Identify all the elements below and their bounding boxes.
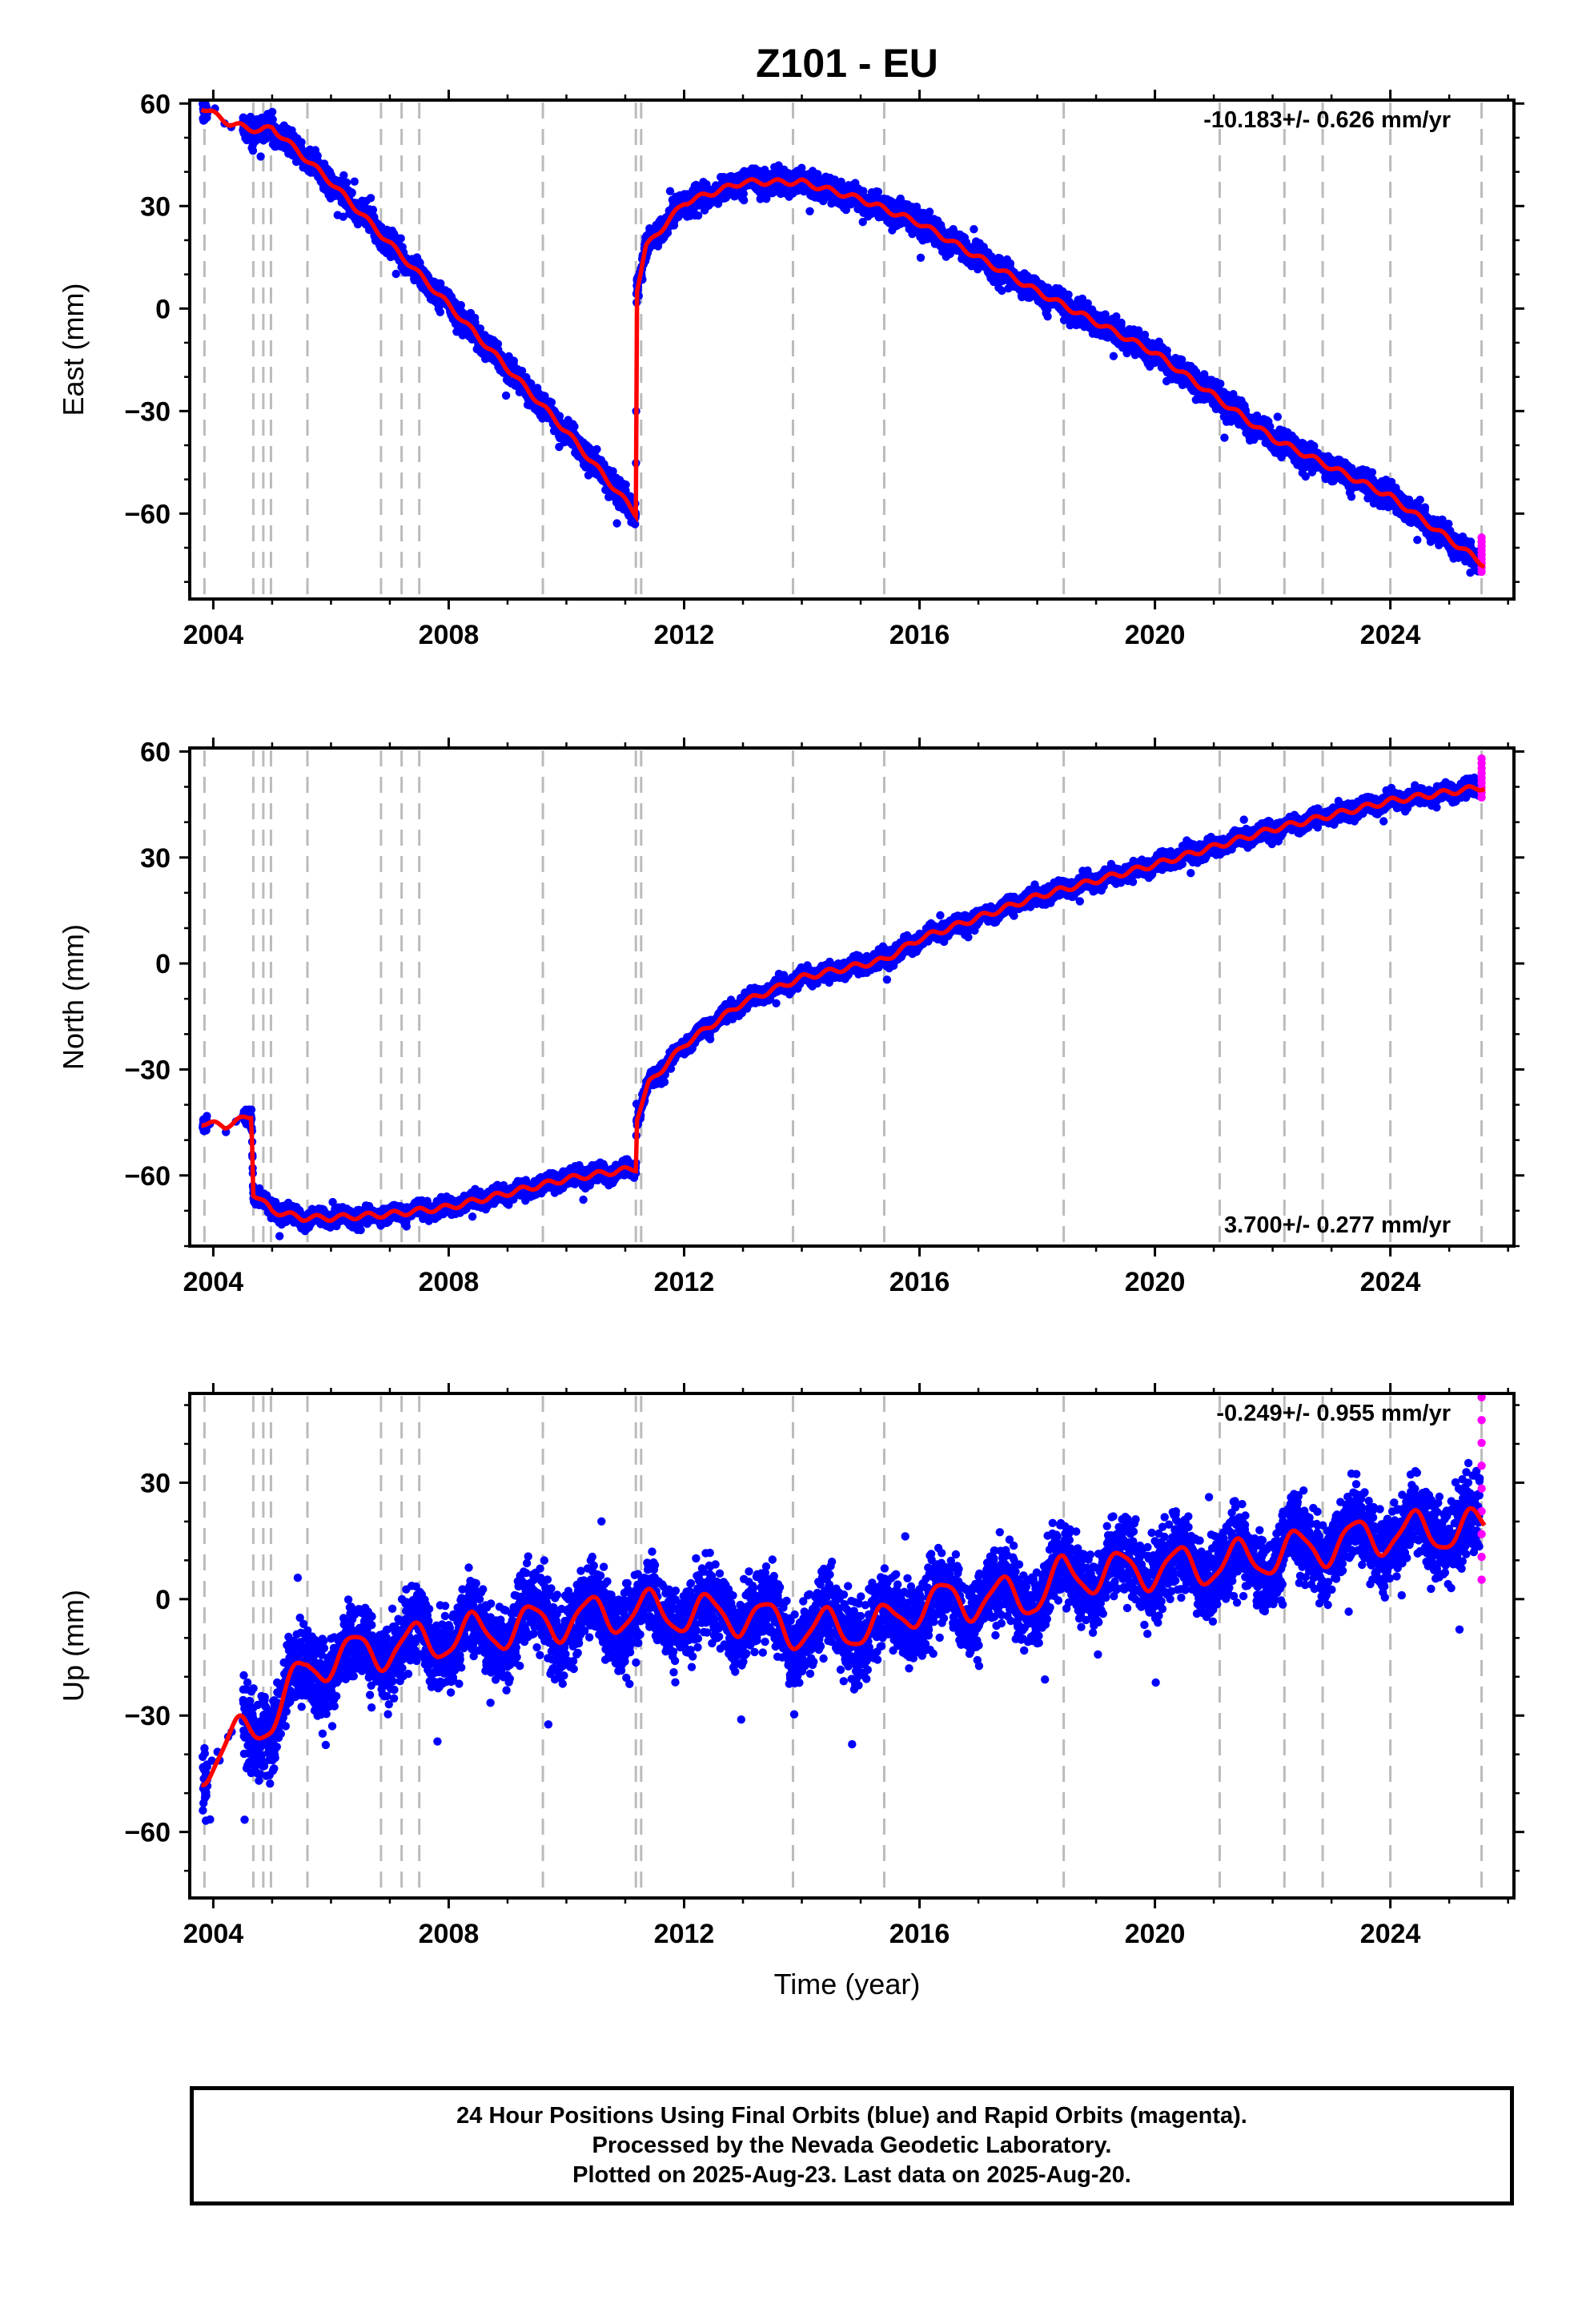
- final-orbit-point: [456, 300, 465, 310]
- final-orbit-point: [339, 212, 347, 221]
- final-orbit-point: [267, 107, 277, 116]
- final-orbit-point: [476, 324, 485, 333]
- final-orbit-point: [268, 115, 277, 124]
- final-orbit-point: [1043, 312, 1052, 321]
- panel-east: 2004 2008 2012 2016 2020 202460300−30−60East …: [57, 89, 1524, 650]
- final-orbit-point: [342, 178, 351, 187]
- chart-title: Z101 - EU: [756, 41, 938, 86]
- final-orbit-point: [366, 194, 375, 203]
- final-orbit-point: [1109, 352, 1118, 360]
- final-orbit-point: [493, 340, 503, 348]
- final-orbit-point: [527, 379, 536, 388]
- final-orbit-point: [347, 188, 356, 197]
- final-orbit-point: [805, 207, 814, 215]
- final-orbit-point: [509, 356, 518, 365]
- final-orbit-point: [517, 367, 527, 376]
- final-orbit-point: [1117, 318, 1126, 328]
- final-orbit-point: [570, 422, 579, 431]
- final-orbit-point: [396, 234, 405, 243]
- final-orbit-point: [391, 269, 400, 279]
- final-orbit-point: [339, 171, 348, 180]
- final-orbit-point: [612, 519, 621, 528]
- final-orbit-point: [313, 151, 322, 160]
- final-orbit-point: [859, 187, 868, 195]
- final-orbit-point: [297, 138, 306, 147]
- final-orbit-point: [970, 225, 978, 234]
- final-orbit-point: [621, 480, 630, 489]
- final-orbit-point: [925, 207, 934, 216]
- final-orbit-point: [873, 187, 883, 196]
- final-orbit-point: [501, 391, 511, 400]
- final-orbit-point: [693, 211, 703, 220]
- final-orbit-point: [436, 308, 444, 316]
- final-orbit-point: [248, 147, 258, 155]
- final-orbit-point: [202, 91, 210, 99]
- final-orbit-point: [916, 253, 926, 262]
- final-orbit-point: [592, 444, 601, 454]
- final-orbit-point: [740, 195, 749, 205]
- panels-group: 2004 2008 2012 2016 2020 202460300−30−60East …: [57, 89, 1524, 1949]
- final-orbit-point: [350, 177, 359, 186]
- final-orbit-points: [199, 91, 1484, 577]
- final-orbit-point: [256, 152, 265, 161]
- final-orbit-point: [368, 205, 378, 215]
